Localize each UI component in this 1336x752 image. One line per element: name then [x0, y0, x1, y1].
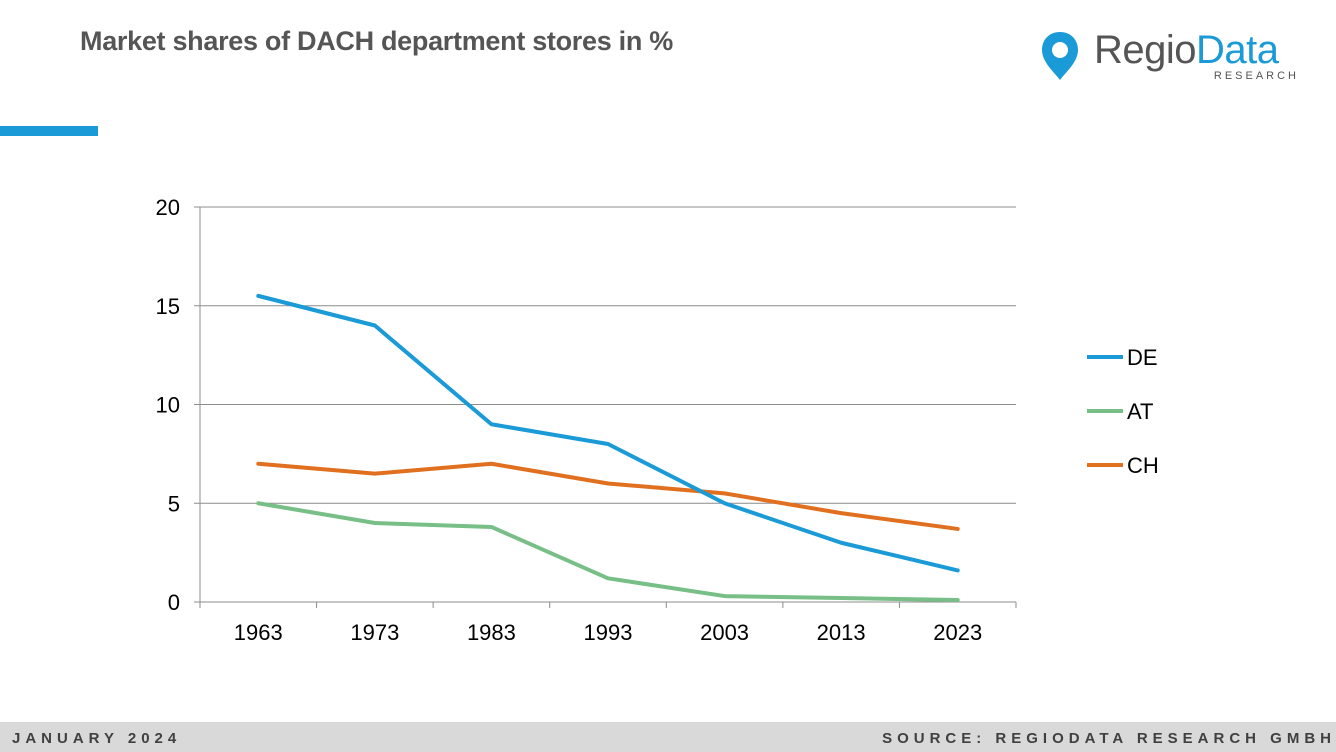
legend-label-de: DE: [1127, 345, 1158, 370]
legend-label-ch: CH: [1127, 453, 1159, 478]
x-tick-label: 2003: [700, 620, 749, 645]
x-tick-label: 1983: [467, 620, 516, 645]
footer-source: SOURCE: REGIODATA RESEARCH GMBH: [882, 730, 1336, 747]
x-tick-label: 1993: [584, 620, 633, 645]
page-title: Market shares of DACH department stores …: [80, 26, 673, 56]
x-tick-label: 1963: [234, 620, 283, 645]
logo-wordmark: RegioData: [1094, 28, 1279, 73]
x-tick-label: 2013: [817, 620, 866, 645]
series-line-at: [256, 501, 960, 603]
y-tick-label: 20: [156, 195, 180, 220]
series-line-ch: [256, 461, 960, 531]
x-tick-label: 2023: [933, 620, 982, 645]
series-line-de: [256, 293, 960, 573]
location-pin-icon: [1042, 32, 1078, 80]
footer-date: JANUARY 2024: [12, 730, 182, 747]
x-tick-label: 1973: [350, 620, 399, 645]
logo-word-data: Data: [1196, 28, 1279, 72]
logo-subtitle: RESEARCH: [1213, 70, 1299, 82]
accent-bar: [0, 126, 98, 136]
company-logo: RegioData RESEARCH: [1036, 26, 1316, 86]
legend-label-at: AT: [1127, 399, 1153, 424]
y-tick-label: 5: [168, 491, 180, 516]
y-tick-label: 15: [156, 294, 180, 319]
footer-bar: JANUARY 2024 SOURCE: REGIODATA RESEARCH …: [0, 722, 1336, 752]
logo-word-regio: Regio: [1094, 28, 1197, 72]
y-tick-label: 0: [168, 590, 180, 615]
y-tick-label: 10: [156, 393, 180, 418]
